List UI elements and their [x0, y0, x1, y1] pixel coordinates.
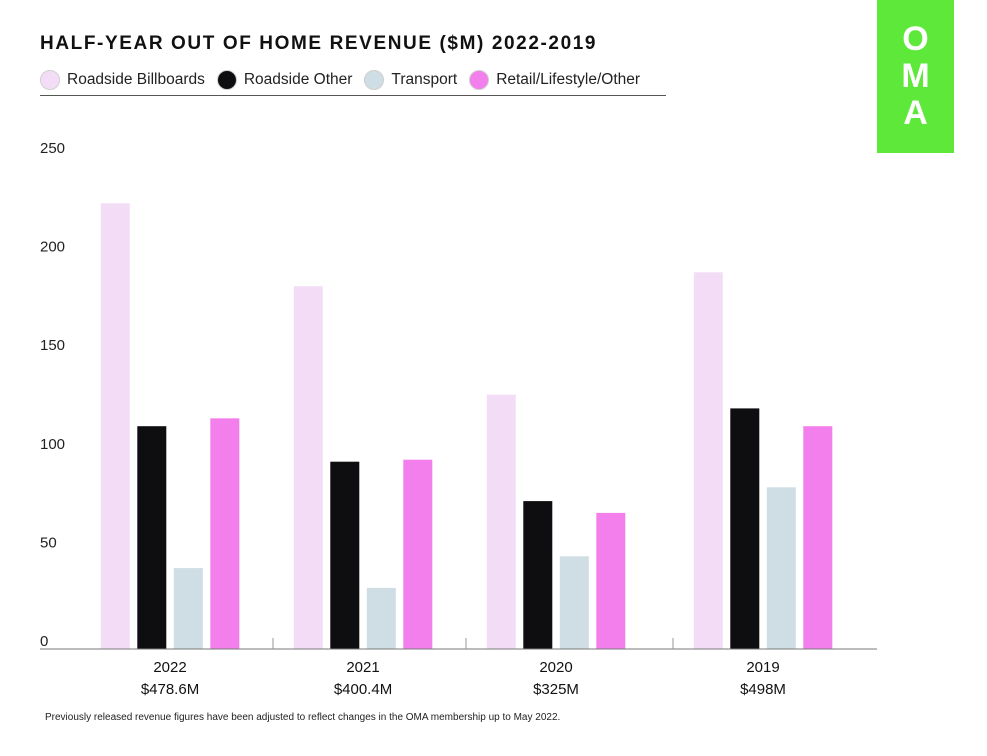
legend-swatch-transport	[364, 69, 385, 90]
legend: Roadside Billboards Roadside Other Trans…	[40, 64, 666, 96]
category-total-2019: $498M	[740, 681, 786, 698]
category-total-2020: $325M	[533, 681, 579, 698]
y-tick-label-0: 0	[40, 633, 48, 650]
legend-swatch-retail-lifestyle-other	[469, 69, 490, 90]
bar-roadside-other-2020	[523, 501, 553, 649]
y-tick-label-200: 200	[40, 239, 65, 256]
bar-transport-2019	[766, 487, 796, 649]
bar-roadside-other-2021	[330, 461, 360, 649]
legend-item-roadside-billboards: Roadside Billboards	[40, 69, 205, 90]
legend-item-transport: Transport	[364, 69, 458, 90]
bar-roadside-billboards-2019	[693, 272, 723, 649]
oma-logo: O M A	[877, 0, 954, 153]
logo-letter-o: O	[902, 20, 929, 58]
legend-swatch-roadside-billboards	[40, 69, 60, 90]
legend-swatch-roadside-other	[216, 69, 237, 90]
y-tick-label-150: 150	[40, 337, 65, 354]
bar-transport-2022	[173, 568, 203, 649]
x-tick-label-2021: 2021	[346, 659, 379, 676]
bar-roadside-other-2022	[137, 426, 167, 649]
bar-transport-2020	[559, 556, 589, 649]
category-total-2022: $478.6M	[141, 681, 199, 698]
bar-roadside-billboards-2022	[100, 203, 130, 650]
bar-roadside-other-2019	[730, 408, 760, 649]
legend-item-roadside-other: Roadside Other	[216, 69, 353, 90]
bar-retail-lifestyle-other-2022	[210, 418, 240, 649]
legend-label-roadside-billboards: Roadside Billboards	[67, 70, 205, 88]
logo-letter-a: A	[903, 94, 928, 132]
y-tick-label-250: 250	[40, 140, 65, 157]
category-total-2021: $400.4M	[334, 681, 392, 698]
y-tick-label-50: 50	[40, 534, 57, 551]
bar-retail-lifestyle-other-2020	[596, 512, 626, 649]
logo-letter-m: M	[901, 57, 930, 95]
bar-transport-2021	[366, 587, 396, 649]
legend-label-retail-lifestyle-other: Retail/Lifestyle/Other	[496, 70, 641, 88]
bar-roadside-billboards-2021	[293, 286, 323, 649]
x-tick-label-2020: 2020	[539, 659, 572, 676]
footnote: Previously released revenue figures have…	[45, 712, 561, 723]
y-tick-label-100: 100	[40, 436, 65, 453]
legend-label-transport: Transport	[391, 70, 458, 88]
x-tick-label-2022: 2022	[153, 659, 186, 676]
bar-roadside-billboards-2020	[486, 394, 516, 649]
legend-item-retail-lifestyle-other: Retail/Lifestyle/Other	[469, 69, 641, 90]
bar-retail-lifestyle-other-2021	[403, 459, 433, 649]
bar-retail-lifestyle-other-2019	[803, 426, 833, 649]
chart-title: HALF-YEAR OUT OF HOME REVENUE ($M) 2022-…	[40, 33, 598, 54]
x-tick-label-2019: 2019	[746, 659, 779, 676]
legend-label-roadside-other: Roadside Other	[243, 70, 353, 88]
